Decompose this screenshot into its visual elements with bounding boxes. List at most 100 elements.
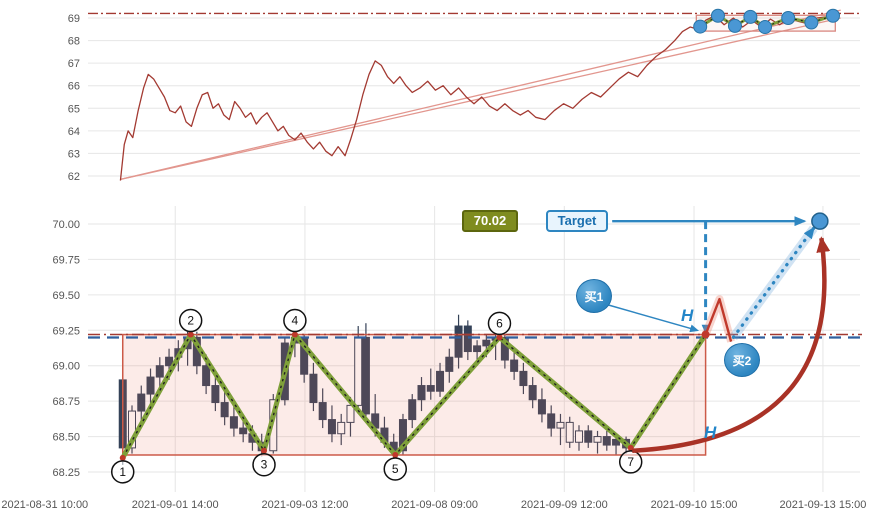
- candle-body: [220, 402, 229, 418]
- candle-body: [202, 365, 211, 387]
- candle-body: [327, 419, 336, 435]
- y-tick-label: 68.75: [52, 396, 80, 408]
- pivot-dot: [392, 451, 399, 458]
- candle-body: [155, 365, 164, 378]
- y-tick-label: 69.50: [52, 290, 80, 302]
- candle-body: [547, 413, 556, 429]
- breakout-dot: [701, 330, 710, 339]
- pivot-number: 2: [187, 314, 194, 328]
- y-tick-label: 67: [68, 58, 80, 70]
- y-tick-label: 66: [68, 81, 80, 93]
- candle-body: [473, 345, 482, 353]
- x-tick-label: 2021-09-10 15:00: [651, 499, 738, 511]
- buy1-badge[interactable]: 买1: [576, 279, 612, 313]
- candle-body: [528, 385, 537, 401]
- pivot-dot: [496, 334, 503, 341]
- y-tick-label: 70.00: [52, 219, 80, 231]
- x-tick-label: 2021-09-01 14:00: [132, 499, 219, 511]
- candle-body: [482, 339, 491, 347]
- pivot-number-circle: [487, 311, 512, 336]
- pivot-dot-top: [710, 8, 725, 23]
- y-tick-label: 69.00: [52, 361, 80, 373]
- pivot-number: 6: [496, 316, 503, 330]
- pivot-dot: [261, 447, 268, 454]
- projection-dotted-arrow: [731, 226, 816, 339]
- pivot-number: 7: [627, 455, 634, 469]
- candle-body: [309, 373, 318, 404]
- projection-curve-arrow: [632, 236, 831, 453]
- candle-body: [398, 419, 407, 452]
- x-tick-label: 2021-09-08 09:00: [391, 499, 478, 511]
- y-tick-label: 69.75: [52, 254, 80, 266]
- pivot-dot: [291, 331, 298, 338]
- candle-body: [584, 430, 593, 443]
- target-point: [811, 212, 829, 230]
- pivot-dot-top: [693, 19, 708, 34]
- y-tick-label: 64: [68, 126, 80, 138]
- y-tick-label: 68: [68, 36, 80, 48]
- candle-body: [346, 404, 355, 423]
- candle-body: [436, 370, 445, 392]
- pivot-number: 3: [261, 458, 268, 472]
- candle-body: [556, 421, 565, 429]
- zigzag-dotted: [122, 333, 707, 459]
- candle-body: [229, 416, 238, 429]
- h-upper-label: H: [681, 306, 694, 325]
- y-tick-label: 69.25: [52, 325, 80, 337]
- candle-body: [408, 399, 417, 421]
- pivot-number-circle: [252, 452, 276, 477]
- x-tick-label: 2021-08-31 10:00: [1, 499, 88, 511]
- candle-body: [500, 336, 509, 361]
- pivot-number: 1: [119, 465, 126, 479]
- pivot-number-circle: [178, 308, 203, 333]
- y-tick-label: 62: [68, 171, 80, 183]
- channel-line: [120, 9, 841, 181]
- candle-body: [211, 385, 220, 404]
- candle-body: [602, 436, 611, 446]
- buy1-arrow: [607, 304, 700, 333]
- pivot-dot-top: [825, 8, 840, 23]
- pivot-dot-top: [804, 15, 819, 30]
- price-line: [119, 15, 836, 181]
- candle-body: [239, 427, 248, 435]
- target-button[interactable]: Target: [546, 210, 608, 232]
- pivot-number-circle: [283, 308, 307, 333]
- candle-body: [318, 402, 327, 421]
- pivot-dot-top: [758, 20, 773, 35]
- candle-body: [612, 438, 621, 446]
- x-tick-label: 2021-09-09 12:00: [521, 499, 608, 511]
- buy2-badge[interactable]: 买2: [724, 343, 760, 377]
- candle-body: [565, 421, 574, 443]
- pivot-number-circle: [383, 457, 408, 481]
- pivot-dot: [119, 454, 126, 461]
- candle-body: [510, 359, 519, 372]
- breakout-w-line: [704, 297, 733, 342]
- candle-body: [165, 356, 174, 367]
- y-tick-label: 68.50: [52, 432, 80, 444]
- candle-body: [463, 325, 472, 353]
- y-tick-label: 69: [68, 13, 80, 25]
- candle-body: [574, 430, 583, 443]
- h-lower-label: H: [704, 423, 717, 442]
- candle-body: [137, 393, 146, 412]
- x-tick-label: 2021-09-03 12:00: [262, 499, 349, 511]
- pivot-dot-top: [781, 11, 796, 25]
- pivot-number: 5: [392, 462, 399, 476]
- pivot-dot-top: [727, 18, 742, 33]
- candle-body: [146, 376, 155, 395]
- pivot-dot-top: [743, 9, 758, 24]
- candle-body: [445, 356, 454, 372]
- candle-body: [519, 370, 528, 387]
- y-tick-label: 63: [68, 148, 80, 160]
- pivot-dot: [187, 331, 194, 338]
- price-target-value-label: 70.02: [462, 210, 518, 232]
- pivot-number: 4: [292, 314, 299, 328]
- pivot-number-circle: [110, 460, 135, 484]
- pivot-number-circle: [618, 450, 643, 474]
- candle-body: [417, 385, 426, 401]
- candle-body: [593, 436, 602, 443]
- y-tick-label: 65: [68, 103, 80, 115]
- candle-body: [454, 325, 463, 358]
